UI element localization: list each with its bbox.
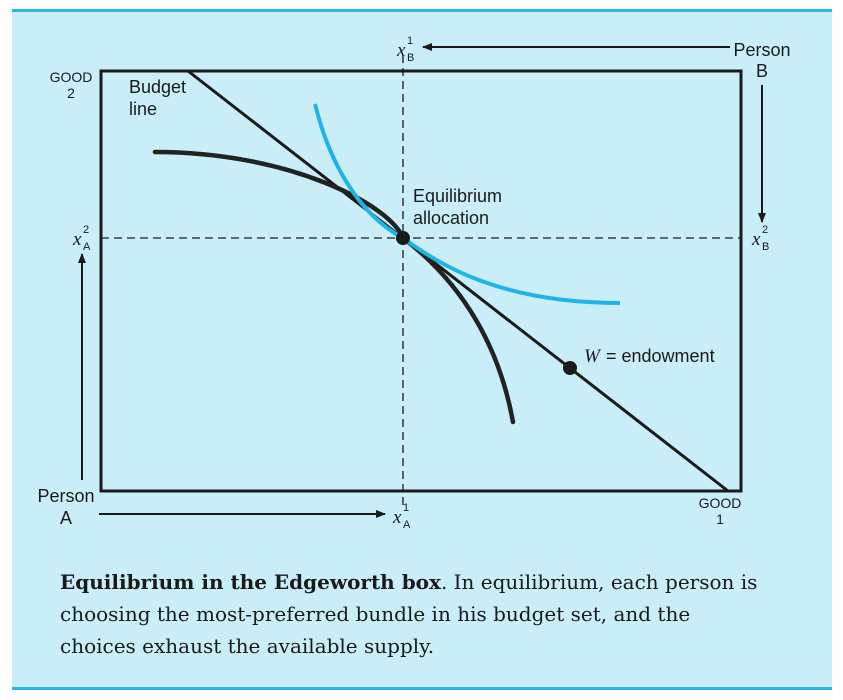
caption-title: Equilibrium in the Edgeworth box xyxy=(60,570,441,594)
good2-label: GOOD xyxy=(50,69,93,85)
good1-number: 1 xyxy=(716,511,724,527)
endowment-point xyxy=(563,361,577,375)
good1-label: GOOD xyxy=(699,495,742,511)
x1b-base: x xyxy=(396,40,406,61)
x1b-sub: B xyxy=(407,52,414,64)
x1a-base: x xyxy=(392,507,402,528)
person-a-label: Person xyxy=(37,486,94,506)
equilibrium-label: Equilibrium xyxy=(413,186,502,206)
x2a-base: x xyxy=(72,229,82,250)
caption-text: In equilibrium, each person is choosing … xyxy=(60,570,758,658)
x2b-sub: B xyxy=(762,241,769,253)
edgeworth-box xyxy=(99,69,743,493)
budget-line-label: Budget xyxy=(129,77,186,97)
x2b-sup: 2 xyxy=(762,224,768,236)
x2a-sup: 2 xyxy=(83,224,89,236)
figure-caption: Equilibrium in the Edgeworth box. In equ… xyxy=(60,566,760,662)
endowment-label: = endowment xyxy=(606,346,715,366)
edgeworth-box-diagram: GOOD 2 GOOD 1 Budget line Equilibrium al… xyxy=(37,35,790,531)
person-b-label: Person xyxy=(733,40,790,60)
equilibrium-point xyxy=(396,231,410,245)
budget-line-label-2: line xyxy=(129,99,157,119)
caption-title-period: . xyxy=(440,570,454,594)
person-b-letter: B xyxy=(756,61,768,81)
x2b-base: x xyxy=(751,229,761,250)
x1a-sup: 1 xyxy=(403,502,409,514)
good2-number: 2 xyxy=(67,85,75,101)
x1b-sup: 1 xyxy=(407,35,413,47)
figure-panel xyxy=(12,9,832,690)
person-a-letter: A xyxy=(60,508,72,528)
x2a-sub: A xyxy=(83,241,91,253)
equilibrium-label-2: allocation xyxy=(413,208,489,228)
budget-line xyxy=(187,69,729,493)
endowment-variable: W xyxy=(584,346,602,367)
x1a-sub: A xyxy=(403,519,411,531)
